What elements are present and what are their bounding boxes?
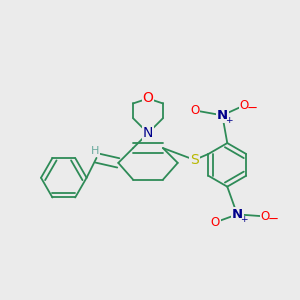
Text: H: H <box>91 146 99 156</box>
Text: N: N <box>217 109 228 122</box>
Text: O: O <box>142 92 154 106</box>
Text: +: + <box>225 116 232 125</box>
Text: +: + <box>240 215 247 224</box>
Text: O: O <box>190 104 199 117</box>
Text: −: − <box>268 213 279 226</box>
Text: O: O <box>239 99 249 112</box>
Text: N: N <box>232 208 243 221</box>
Text: O: O <box>211 216 220 229</box>
Text: −: − <box>247 102 258 115</box>
Text: N: N <box>143 126 153 140</box>
Text: S: S <box>190 153 199 167</box>
Text: O: O <box>260 210 270 223</box>
